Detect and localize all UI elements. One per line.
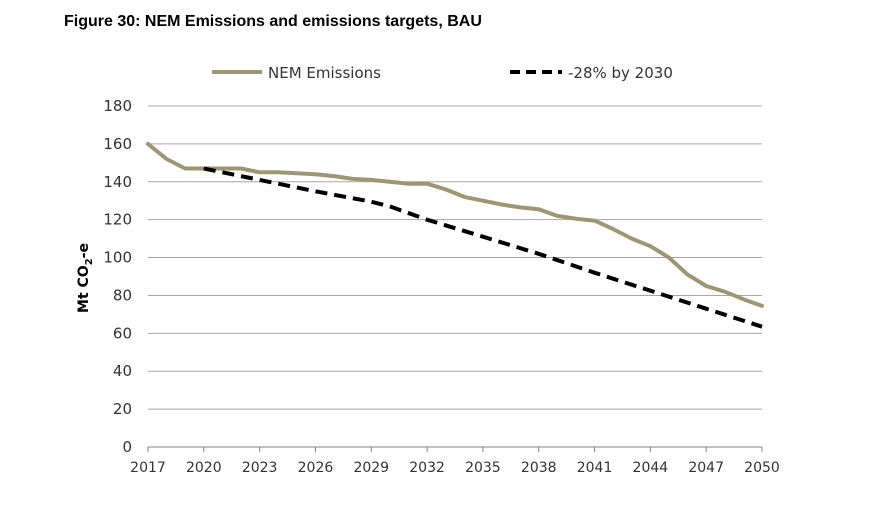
x-tick-label-2044: 2044 bbox=[633, 460, 669, 476]
y-axis-label-subscript: 2 bbox=[84, 258, 95, 265]
y-tick-label-60: 60 bbox=[113, 324, 132, 342]
y-tick-label-100: 100 bbox=[103, 249, 132, 267]
x-tick-label-2023: 2023 bbox=[242, 460, 278, 476]
x-tick-label-2032: 2032 bbox=[409, 460, 445, 476]
y-tick-label-40: 40 bbox=[113, 362, 132, 380]
y-tick-labels: 0 20 40 60 80 100 120 140 160 180 bbox=[103, 97, 132, 456]
y-tick-label-80: 80 bbox=[113, 286, 132, 304]
figure-title: Figure 30: NEM Emissions and emissions t… bbox=[64, 13, 482, 30]
y-axis-label-tail: -e bbox=[76, 243, 92, 258]
x-tick-label-2035: 2035 bbox=[465, 460, 501, 476]
x-tick-label-2026: 2026 bbox=[298, 460, 334, 476]
series-line-target bbox=[203, 166, 763, 329]
y-tick-label-140: 140 bbox=[103, 173, 132, 191]
x-tick-label-2050: 2050 bbox=[744, 460, 780, 476]
x-tick-label-2020: 2020 bbox=[186, 460, 222, 476]
y-tick-label-0: 0 bbox=[122, 438, 132, 456]
y-tick-label-20: 20 bbox=[113, 400, 132, 418]
legend-label-1: -28% by 2030 bbox=[568, 64, 673, 82]
x-tick-label-2047: 2047 bbox=[688, 460, 724, 476]
legend-label-0: NEM Emissions bbox=[268, 64, 381, 82]
y-axis-label: Mt CO2-e bbox=[76, 243, 95, 313]
axes bbox=[147, 446, 763, 452]
y-tick-label-180: 180 bbox=[103, 97, 132, 115]
series-line-nem-emissions bbox=[146, 141, 764, 308]
legend: NEM Emissions -28% by 2030 bbox=[212, 64, 673, 82]
grid-lines bbox=[148, 105, 762, 410]
x-tick-labels: 2017 2020 2023 2026 2029 2032 2035 2038 2041 2044… bbox=[130, 460, 780, 476]
y-tick-label-120: 120 bbox=[103, 211, 132, 229]
y-axis-label-text: Mt CO2-e bbox=[76, 243, 95, 313]
x-tick-label-2038: 2038 bbox=[521, 460, 557, 476]
x-tick-label-2041: 2041 bbox=[577, 460, 613, 476]
y-axis-label-main: Mt CO bbox=[76, 265, 92, 313]
series-lines bbox=[146, 141, 764, 329]
y-tick-label-160: 160 bbox=[103, 135, 132, 153]
x-tick-label-2029: 2029 bbox=[353, 460, 389, 476]
x-tick-label-2017: 2017 bbox=[130, 460, 166, 476]
